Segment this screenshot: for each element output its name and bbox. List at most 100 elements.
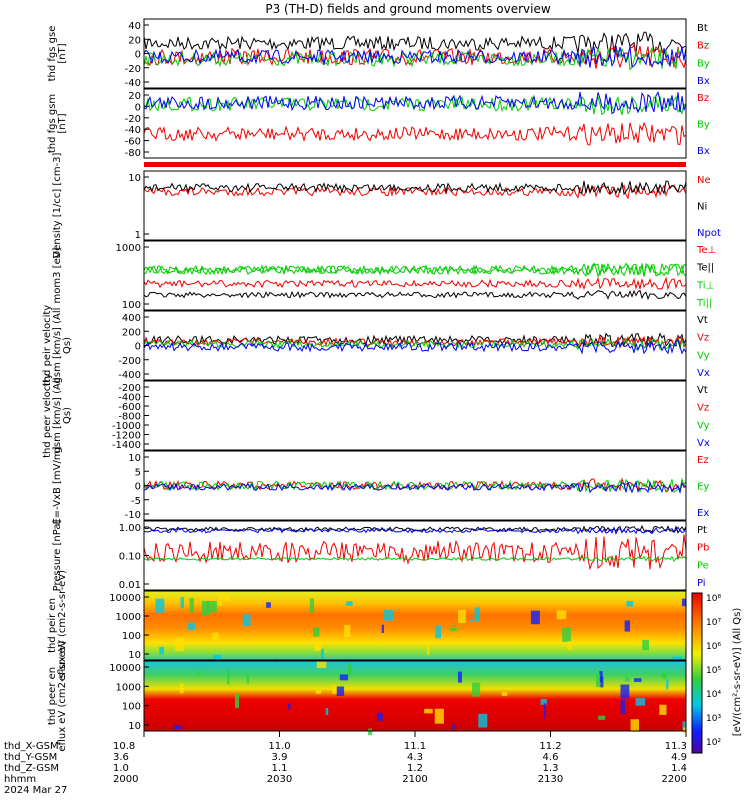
ytick-label: -800: [118, 412, 141, 423]
spectrogram-cell: [543, 703, 546, 718]
ylabel-line: eflux eV (cm2-s-sr-eV): [57, 570, 68, 681]
ytick-label: 400: [122, 313, 141, 324]
spectrogram-cell: [457, 671, 462, 683]
ytick-label: -1200: [112, 431, 141, 442]
ytick-label: -5: [131, 496, 141, 507]
spectrogram-cell: [596, 673, 601, 688]
legend-Vx: Vx: [697, 438, 710, 449]
ytick-label: 10: [128, 650, 141, 661]
spectrogram-cell: [266, 602, 271, 608]
spectrogram-cell: [309, 598, 315, 613]
panel-frame: [143, 590, 687, 661]
ytick-label: -20: [125, 114, 141, 125]
spectrogram-cell: [206, 600, 217, 613]
spectrogram-cell: [666, 679, 669, 690]
ylabel-line: thd peir en: [47, 598, 58, 653]
panel-frame: [143, 170, 687, 241]
spectrogram-cell: [348, 663, 352, 676]
xaxis-value: 4.3: [407, 752, 423, 763]
spectrogram-cell: [316, 661, 327, 669]
legend-Ni: Ni: [697, 202, 707, 213]
panel-9: thd peir eneflux eV (cm2-s-sr-eV) 10000 10…: [47, 570, 687, 681]
spectrogram-cell: [630, 719, 640, 732]
xaxis-value: 1.0: [113, 763, 129, 774]
ylabel-line: thd peer velocity: [42, 373, 53, 458]
spectrogram-cell: [174, 725, 181, 730]
ytick-label: 100: [122, 300, 141, 311]
spectrogram-cell: [320, 648, 324, 662]
panel-frame: [143, 88, 687, 159]
legend-Te⊥: Te⊥: [696, 245, 716, 256]
legend-Pi: Pi: [697, 578, 706, 589]
panel-10: thd peer eneflux eV (cm2-s-sr-eV) 10000 10…: [47, 640, 687, 752]
spectrogram: [144, 591, 686, 660]
ytick-label: -200: [118, 383, 141, 394]
panel-7: E=-VxB [mV/m] 10 5 0 -5 -10 Ez Ey Ex: [52, 446, 709, 524]
spectrogram-cell: [213, 654, 222, 661]
xaxis-value: 11.3: [665, 741, 687, 752]
legend-Vz: Vz: [697, 403, 709, 414]
xaxis-row-label: thd_X-GSM: [4, 741, 59, 752]
spectrogram-cell: [540, 699, 547, 705]
spectrogram-cell: [179, 683, 184, 694]
xaxis-value: 11.0: [268, 741, 290, 752]
spectrogram-cell: [223, 594, 231, 601]
ytick-label: 5: [135, 467, 141, 478]
spectrogram-cell: [246, 675, 250, 684]
legend-Ex: Ex: [697, 508, 709, 519]
series-line-Bx: [143, 91, 687, 115]
spectrogram-cell: [180, 597, 185, 609]
xaxis-value: 1.2: [407, 763, 423, 774]
spectrogram-cell: [313, 627, 320, 637]
spectrogram-cell: [470, 618, 474, 623]
xaxis-value: 1.1: [272, 763, 288, 774]
ytick-label: 10: [128, 173, 141, 184]
xaxis-value: 1.4: [671, 763, 687, 774]
xaxis-value: 2000: [113, 774, 138, 785]
spectrogram-cell: [227, 669, 230, 685]
legend-Pt: Pt: [697, 525, 707, 536]
legend-Bx: Bx: [697, 146, 710, 157]
spectrogram-cell: [450, 628, 457, 632]
colorbar-tick: 10⁵: [706, 666, 721, 676]
spectrogram-cell: [457, 609, 466, 624]
panel-2: thd fgs gsm[nT] 200-20-40-60-80 Bz By Bx: [47, 88, 710, 159]
spectrogram-cell: [315, 689, 322, 694]
ytick-label: -60: [125, 137, 141, 148]
spectrogram-cell: [336, 686, 345, 696]
spectrogram-cell: [381, 624, 384, 633]
spectrogram-cell: [452, 724, 455, 730]
spectrogram-cell: [159, 646, 164, 655]
series-line-Ni: [143, 180, 687, 196]
panel-5: thd peir velocitygsm [km/s] (AllQs) 400 20…: [42, 305, 710, 387]
plot-title: P3 (TH-D) fields and ground moments over…: [265, 2, 550, 16]
ytick-label: 200: [122, 327, 141, 338]
legend-Ey: Ey: [697, 482, 709, 493]
quality-bar: [144, 162, 686, 167]
ylabel-line: thd fgs gsm: [47, 94, 58, 153]
series-line-By: [143, 95, 687, 116]
series-line-Te⊥: [143, 276, 687, 291]
ytick-label: 0: [135, 102, 141, 113]
ytick-label: 40: [128, 21, 141, 32]
ytick-label: -80: [125, 148, 141, 159]
spectrogram-cell: [633, 678, 642, 682]
spectrogram-cell: [659, 704, 667, 715]
colorbar-label: [eV/(cm²-s-sr-eV)] (All Qs): [732, 608, 743, 737]
xaxis-value: 11.2: [539, 741, 561, 752]
spectrogram-cell: [346, 601, 353, 606]
spectrogram-cell: [624, 676, 630, 682]
spectrogram-cell: [175, 637, 184, 652]
panel-1: thd fgs gse[nT] 40 20 0 -20 -40 Bt Bz By Bx: [47, 18, 710, 89]
spectrogram-cell: [472, 682, 481, 697]
ytick-label: 0: [135, 482, 141, 493]
legend-Bz: Bz: [697, 41, 709, 52]
legend-Vt: Vt: [697, 385, 708, 396]
ytick-label: 0: [135, 342, 141, 353]
panel-ylabel: E=-VxB [mV/m]: [52, 446, 63, 524]
legend-Pb: Pb: [697, 543, 709, 554]
series-line-Ex: [143, 480, 687, 495]
ytick-label: 10000: [109, 663, 141, 674]
spectrogram: [144, 661, 686, 731]
ytick-label: -200: [118, 356, 141, 367]
